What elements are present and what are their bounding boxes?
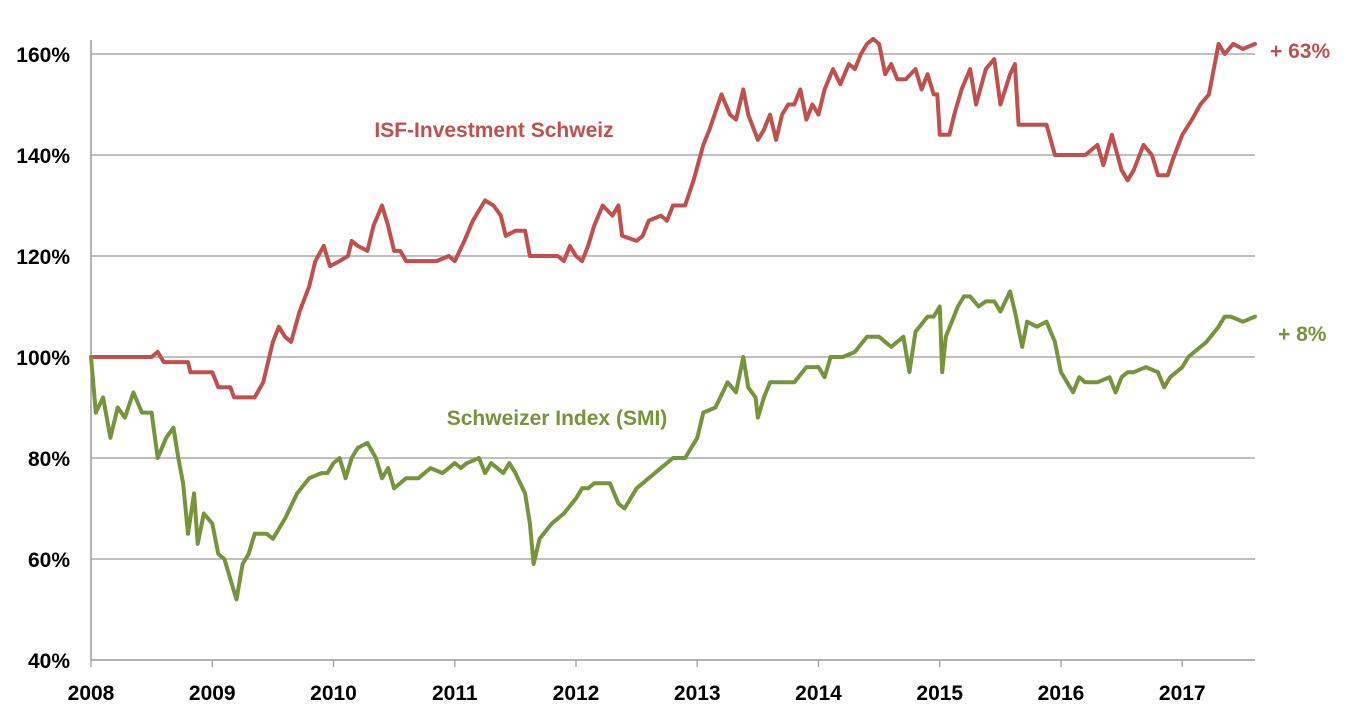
y-tick-label: 120% xyxy=(16,246,70,269)
series-lines xyxy=(89,36,1257,602)
y-tick-label: 140% xyxy=(16,145,70,168)
axes xyxy=(90,40,1255,667)
end-label-isf: + 63% xyxy=(1270,40,1330,63)
x-tick-label: 2016 xyxy=(1038,682,1085,705)
x-tick-label: 2012 xyxy=(553,682,600,705)
x-tick-label: 2009 xyxy=(189,682,236,705)
series-line-smi xyxy=(89,289,1257,602)
x-tick-label: 2010 xyxy=(310,682,357,705)
series-label-smi: Schweizer Index (SMI) xyxy=(447,407,668,430)
series-line-isf xyxy=(89,36,1257,400)
y-tick-label: 80% xyxy=(28,448,70,471)
gridlines xyxy=(91,53,1255,560)
series-label-isf: ISF-Investment Schweiz xyxy=(374,119,613,142)
y-axis-tick-labels: 40% 60% 80% 100% 120% 140% 160% xyxy=(16,44,70,673)
x-tick-label: 2008 xyxy=(68,682,115,705)
y-tick-label: 100% xyxy=(16,347,70,370)
x-tick-label: 2014 xyxy=(795,682,842,705)
x-tick-label: 2013 xyxy=(674,682,721,705)
x-tick-label: 2015 xyxy=(916,682,963,705)
x-tick-label: 2017 xyxy=(1159,682,1206,705)
y-tick-label: 60% xyxy=(28,549,70,572)
x-tick-label: 2011 xyxy=(432,682,478,705)
y-tick-label: 40% xyxy=(28,650,70,673)
end-label-smi: + 8% xyxy=(1278,323,1327,346)
y-tick-label: 160% xyxy=(16,44,70,67)
x-axis-tick-labels: 2008 2009 2010 2011 2012 2013 2014 2015 2016 2017 xyxy=(68,682,1206,705)
